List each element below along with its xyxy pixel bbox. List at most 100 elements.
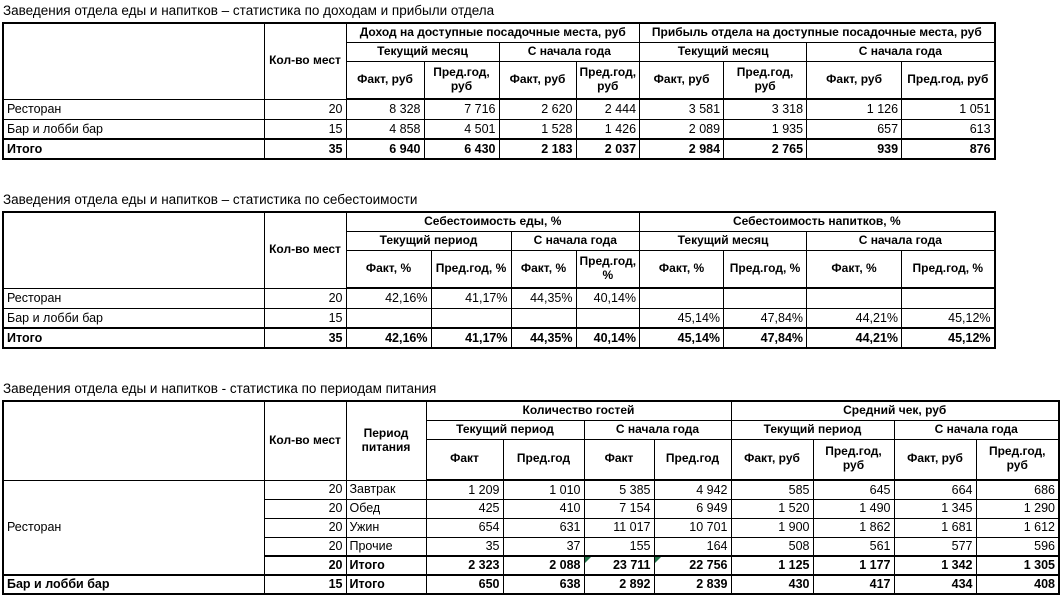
value-cell: 3 581 <box>639 98 725 120</box>
value-cell: 45,12% <box>901 327 996 349</box>
seats-cell: 35 <box>263 327 347 349</box>
value-cell: 45,12% <box>901 307 996 329</box>
value-cell: 1 345 <box>893 498 977 519</box>
value-cell: 45,14% <box>639 327 725 349</box>
value-cell: 37 <box>502 536 585 557</box>
group-header: Прибыль отдела на доступные посадочные м… <box>639 22 996 43</box>
value-cell: 2 323 <box>425 555 504 576</box>
value-cell: 645 <box>812 479 895 500</box>
cost-section: Заведения отдела еды и напитков – статис… <box>0 191 1062 349</box>
value-cell: 6 940 <box>345 138 425 160</box>
group-header: Доход на доступные посадочные места, руб <box>345 22 641 43</box>
row-label: Итого <box>2 327 265 349</box>
column-header: Факт, % <box>806 249 903 289</box>
value-cell: 1 209 <box>425 479 504 500</box>
seats-cell: 35 <box>263 138 347 160</box>
value-cell: 11 017 <box>583 517 655 538</box>
row-label: Бар и лобби бар <box>2 118 265 140</box>
value-cell: 47,84% <box>723 327 808 349</box>
value-cell: 1 305 <box>975 555 1060 576</box>
seats-cell: 20 <box>263 479 347 500</box>
value-cell <box>723 287 808 309</box>
value-cell: 8 328 <box>345 98 425 120</box>
meal-periods-section: Заведения отдела еды и напитков - статис… <box>0 380 1062 595</box>
value-cell: 40,14% <box>575 327 641 349</box>
value-cell: 42,16% <box>345 327 432 349</box>
column-header: Пред.год, руб <box>423 60 500 100</box>
group-header: Себестоимость напитков, % <box>639 211 996 232</box>
meal-period-cell: Итого <box>345 574 427 595</box>
value-cell: 44,21% <box>806 327 903 349</box>
period-header: С начала года <box>806 230 996 251</box>
column-header: Факт, руб <box>730 438 814 481</box>
period-header: Текущий период <box>730 419 895 440</box>
value-cell: 577 <box>893 536 977 557</box>
value-cell: 876 <box>901 138 996 160</box>
value-cell <box>510 307 577 329</box>
value-cell: 585 <box>730 479 814 500</box>
value-cell: 1 177 <box>812 555 895 576</box>
value-cell: 650 <box>425 574 504 595</box>
value-cell <box>806 287 903 309</box>
value-cell: 1 051 <box>901 98 996 120</box>
column-header: Пред.год, % <box>430 249 512 289</box>
column-header: Пред.год, руб <box>901 60 996 100</box>
seats-cell: 20 <box>263 287 347 309</box>
value-cell: 6 430 <box>423 138 500 160</box>
value-cell: 417 <box>812 574 895 595</box>
value-cell: 7 154 <box>583 498 655 519</box>
value-cell: 35 <box>425 536 504 557</box>
meal-period-cell: Прочие <box>345 536 427 557</box>
seats-cell: 20 <box>263 536 347 557</box>
group-header: Средний чек, руб <box>730 400 1060 421</box>
value-cell: 408 <box>975 574 1060 595</box>
value-cell: 2 620 <box>498 98 577 120</box>
value-cell: 1 520 <box>730 498 814 519</box>
period-header: С начала года <box>510 230 641 251</box>
section-title: Заведения отдела еды и напитков – статис… <box>3 192 418 207</box>
value-cell: 2 037 <box>575 138 641 160</box>
value-cell: 939 <box>806 138 903 160</box>
total-row: Итого 35 6 940 6 430 2 183 2 037 2 984 2… <box>2 138 996 160</box>
column-header: Пред.год, руб <box>975 438 1060 481</box>
value-cell: 42,16% <box>345 287 432 309</box>
corner-header <box>2 211 265 289</box>
value-cell: 631 <box>502 517 585 538</box>
value-cell <box>430 307 512 329</box>
table-row: 20 Прочие 35 37 155 164 508 561 577 596 <box>3 536 1060 557</box>
table-row: 20 Ужин 654 631 11 017 10 701 1 900 1 86… <box>3 517 1060 538</box>
value-cell: 45,14% <box>639 307 725 329</box>
seats-cell: 20 <box>263 98 347 120</box>
value-cell: 44,35% <box>510 327 577 349</box>
value-cell: 41,17% <box>430 287 512 309</box>
value-cell <box>901 287 996 309</box>
table-row: Ресторан 20 Завтрак 1 209 1 010 5 385 4 … <box>2 479 1060 576</box>
value-cell: 434 <box>893 574 977 595</box>
value-cell <box>575 307 641 329</box>
corner-header <box>2 22 265 100</box>
value-cell: 2 088 <box>502 555 585 576</box>
value-cell: 7 716 <box>423 98 500 120</box>
value-cell: 1 612 <box>975 517 1060 538</box>
meal-period-cell: Итого <box>345 555 427 576</box>
value-cell: 3 318 <box>723 98 808 120</box>
column-header: Факт, % <box>510 249 577 289</box>
column-header: Факт, % <box>639 249 725 289</box>
column-header: Пред.год, % <box>901 249 996 289</box>
column-header: Факт, % <box>345 249 432 289</box>
column-header: Пред.год, % <box>723 249 808 289</box>
value-cell: 430 <box>730 574 814 595</box>
column-header: Факт, руб <box>806 60 903 100</box>
value-cell <box>345 307 432 329</box>
seats-cell: 15 <box>263 118 347 140</box>
table-row: Бар и лобби бар 15 4 858 4 501 1 528 1 4… <box>2 118 996 140</box>
seats-header: Кол-во мест <box>263 22 347 100</box>
period-header: С начала года <box>806 41 996 62</box>
meal-periods-table: Кол-во мест Период питания Количество го… <box>2 400 1060 595</box>
column-header: Пред.год, руб <box>812 438 895 481</box>
value-cell: 410 <box>502 498 585 519</box>
value-cell: 41,17% <box>430 327 512 349</box>
period-header: С начала года <box>583 419 732 440</box>
period-header: Текущий месяц <box>639 41 808 62</box>
